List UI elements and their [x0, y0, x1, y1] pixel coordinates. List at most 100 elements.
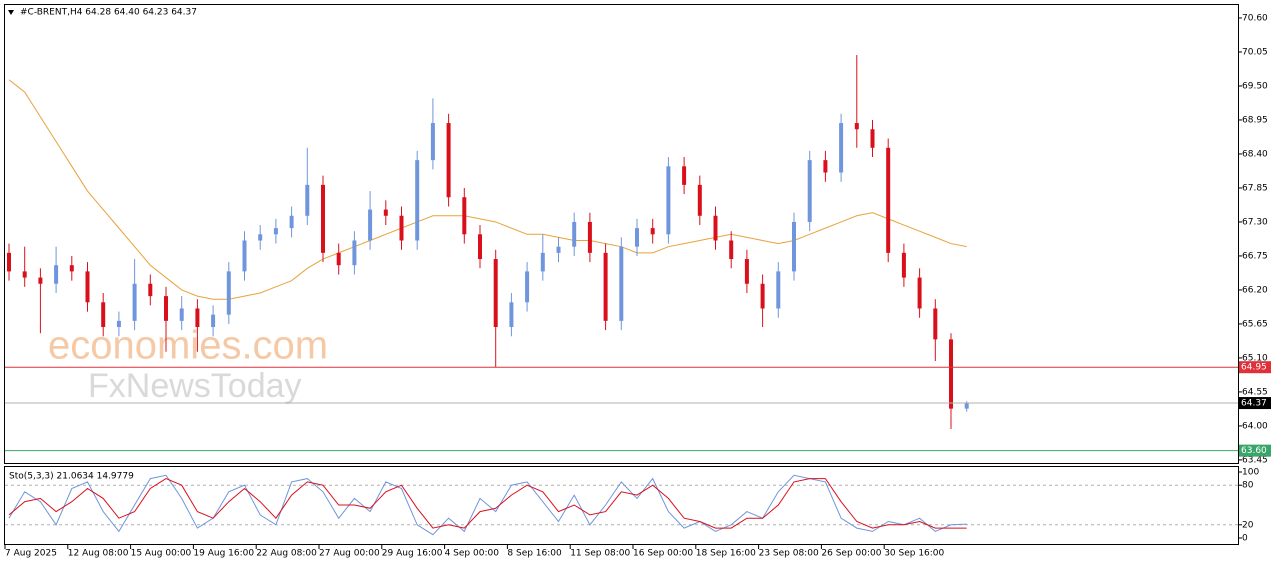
y-tick-label: 67.85	[1242, 183, 1268, 193]
candle-body	[697, 184, 702, 216]
y-tick-label: 69.50	[1242, 81, 1268, 91]
x-tick-label: 7 Aug 2025	[5, 549, 57, 559]
candle-body	[69, 265, 74, 272]
candle-body	[744, 259, 749, 284]
candle-body	[289, 215, 294, 229]
candle-body	[587, 221, 592, 253]
y-tick-label: 68.40	[1242, 149, 1268, 159]
candle-body	[886, 147, 891, 253]
candle-body	[650, 228, 655, 235]
watermark: FxNewsToday	[88, 367, 302, 405]
level-box	[1239, 361, 1271, 374]
x-tick-label: 11 Sep 08:00	[570, 549, 630, 559]
candle-body	[399, 215, 404, 241]
candle-body	[164, 296, 168, 321]
y-tick-label: 0	[1242, 534, 1248, 544]
candle-body	[964, 403, 969, 409]
y-tick-label: 65.65	[1242, 319, 1268, 329]
stochastic-line	[8, 478, 967, 529]
candle-body	[7, 252, 11, 272]
y-tick-label: 64.00	[1242, 421, 1268, 431]
candle-body	[603, 252, 608, 321]
candle-body	[321, 184, 325, 253]
candle-body	[760, 283, 765, 309]
candle-body	[729, 240, 734, 260]
candle-body	[493, 259, 498, 328]
x-tick-label: 26 Sep 00:00	[821, 549, 881, 559]
candle-body	[242, 240, 247, 272]
candle-body	[54, 265, 59, 284]
candle-body	[148, 283, 153, 297]
candle-body	[776, 271, 781, 309]
level-label: 64.95	[1241, 363, 1267, 373]
candle-body	[807, 160, 812, 222]
x-tick-label: 12 Aug 08:00	[68, 549, 129, 559]
candle-body	[525, 271, 530, 303]
candle-body	[462, 197, 467, 235]
y-tick-label: 65.10	[1242, 353, 1268, 363]
candle-body	[179, 308, 184, 321]
y-tick-label: 67.30	[1242, 217, 1268, 227]
chart-title: #C-BRENT,H4 64.28 64.40 64.23 64.37	[20, 8, 197, 18]
candle-body	[22, 271, 27, 278]
moving-average	[8, 79, 967, 300]
candle-body	[635, 228, 639, 247]
x-tick-label: 8 Sep 16:00	[507, 549, 562, 559]
candle-body	[336, 252, 341, 266]
level-label: 63.60	[1241, 446, 1267, 456]
candle-body	[273, 228, 278, 235]
candle-body	[101, 302, 106, 328]
x-tick-label: 16 Sep 00:00	[633, 549, 693, 559]
menu-arrow	[8, 10, 14, 15]
candle-body	[305, 184, 310, 216]
indicator-title: Sto(5,3,3) 21.0634 14.9779	[9, 472, 134, 482]
y-tick-label: 63.45	[1242, 455, 1268, 465]
candle-body	[933, 308, 938, 340]
candle-body	[226, 271, 231, 315]
candle-body	[195, 308, 200, 328]
y-tick-label: 66.75	[1242, 251, 1268, 261]
candle-body	[839, 123, 844, 173]
x-tick-label: 30 Sep 16:00	[884, 549, 944, 559]
y-tick-label: 70.05	[1242, 47, 1268, 57]
candle-body	[211, 314, 216, 328]
candle-body	[352, 240, 357, 266]
candle-body	[116, 320, 121, 328]
candle-body	[540, 252, 545, 272]
candle-body	[368, 209, 373, 241]
candle-body	[619, 246, 624, 321]
stochastic-line	[8, 474, 967, 536]
level-label: 64.37	[1241, 399, 1267, 409]
candle-body	[949, 339, 953, 409]
main-panel	[4, 4, 1239, 464]
y-tick-label: 64.55	[1242, 387, 1268, 397]
x-tick-label: 27 Aug 00:00	[319, 549, 380, 559]
candle-body	[572, 221, 577, 247]
candle-body	[85, 271, 90, 303]
x-tick-label: 23 Sep 08:00	[759, 549, 819, 559]
candle-body	[792, 221, 796, 272]
candle-body	[713, 215, 718, 241]
candle-body	[446, 123, 451, 198]
x-tick-label: 22 Aug 08:00	[256, 549, 317, 559]
candle-body	[478, 234, 482, 260]
sub-panel	[4, 466, 1239, 545]
candle-body	[415, 160, 420, 241]
candle-body	[509, 302, 514, 328]
x-tick-label: 29 Aug 16:00	[382, 549, 443, 559]
candle-body	[870, 129, 875, 148]
x-tick-label: 19 Aug 16:00	[193, 549, 254, 559]
x-tick-label: 15 Aug 00:00	[131, 549, 192, 559]
candle-body	[556, 246, 561, 253]
level-box	[1239, 444, 1271, 457]
candle-body	[917, 277, 922, 309]
y-tick-label: 70.60	[1242, 13, 1268, 23]
y-tick-label: 66.20	[1242, 285, 1268, 295]
candle-body	[666, 166, 671, 235]
candle-body	[132, 283, 137, 321]
x-tick-label: 4 Sep 00:00	[445, 549, 500, 559]
candle-body	[901, 252, 906, 278]
candle-body	[383, 209, 388, 216]
candle-body	[430, 123, 435, 161]
